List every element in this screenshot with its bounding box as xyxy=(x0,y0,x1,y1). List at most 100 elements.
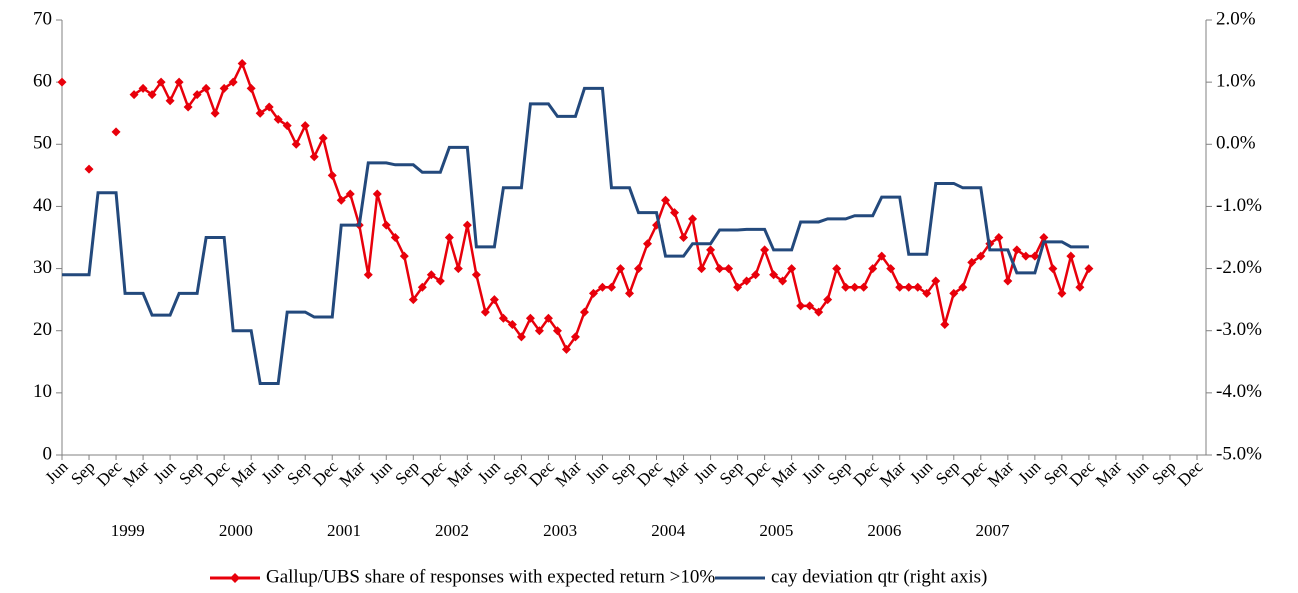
y2-tick-label: 1.0% xyxy=(1216,71,1256,92)
data-point xyxy=(543,313,553,323)
data-point xyxy=(967,257,977,267)
data-point xyxy=(525,313,535,323)
x-tick-label: Sep xyxy=(391,457,422,488)
data-point xyxy=(237,59,247,68)
data-point xyxy=(219,83,229,93)
data-point xyxy=(210,108,220,118)
data-point xyxy=(300,121,310,131)
data-point xyxy=(787,264,797,274)
x-tick-label: Jun xyxy=(906,457,936,487)
year-label: 2005 xyxy=(759,521,793,540)
x-tick-label: Jun xyxy=(150,457,180,487)
data-point xyxy=(363,270,373,280)
data-point xyxy=(399,251,409,261)
y2-tick-label: -5.0% xyxy=(1216,443,1262,464)
y-tick-label: 60 xyxy=(33,71,52,92)
data-point xyxy=(561,344,571,354)
data-point xyxy=(1039,233,1049,242)
data-point xyxy=(57,77,67,87)
data-point xyxy=(1075,282,1085,292)
data-point xyxy=(552,326,562,336)
data-point xyxy=(868,264,878,274)
data-point xyxy=(183,102,193,112)
data-point xyxy=(264,102,274,112)
data-point xyxy=(588,288,598,298)
year-label: 2001 xyxy=(327,521,361,540)
data-point xyxy=(327,170,337,180)
y2-tick-label: -2.0% xyxy=(1216,257,1262,278)
year-label: 2003 xyxy=(543,521,577,540)
data-point xyxy=(994,233,1004,242)
x-tick-label: Mar xyxy=(876,457,910,491)
data-point xyxy=(489,295,499,305)
data-point xyxy=(426,270,436,280)
x-tick-label: Mar xyxy=(119,457,153,491)
y2-tick-label: 2.0% xyxy=(1216,8,1256,29)
data-point xyxy=(733,282,743,292)
data-point xyxy=(859,282,869,292)
data-point xyxy=(156,77,166,87)
data-point xyxy=(435,276,445,286)
data-point xyxy=(742,276,752,286)
data-point xyxy=(1030,251,1040,261)
data-point xyxy=(661,195,671,205)
x-tick-label: Sep xyxy=(608,457,639,488)
x-tick-label: Sep xyxy=(716,457,747,488)
x-tick-label: Dec xyxy=(201,457,234,490)
data-point xyxy=(697,264,707,274)
data-point xyxy=(462,220,472,230)
data-point xyxy=(679,233,689,242)
data-point xyxy=(579,307,589,317)
x-tick-label: Jun xyxy=(258,457,288,487)
data-point xyxy=(192,90,202,100)
data-point xyxy=(471,270,481,280)
data-point xyxy=(877,251,887,261)
data-point xyxy=(228,77,238,87)
x-tick-label: Dec xyxy=(633,457,666,490)
data-point xyxy=(643,239,653,249)
data-point xyxy=(922,288,932,298)
data-point xyxy=(138,83,148,93)
x-tick-label: Mar xyxy=(443,457,477,491)
legend-label: cay deviation qtr (right axis) xyxy=(771,566,987,587)
x-tick-label: Mar xyxy=(768,457,802,491)
data-point xyxy=(1084,264,1094,274)
data-point xyxy=(282,121,292,131)
x-tick-label: Sep xyxy=(824,457,855,488)
data-point xyxy=(940,320,950,329)
data-point xyxy=(814,307,824,317)
data-point xyxy=(1012,245,1022,255)
y-tick-label: 20 xyxy=(33,319,52,340)
x-tick-label: Dec xyxy=(741,457,774,490)
x-tick-label: Mar xyxy=(552,457,586,491)
data-point xyxy=(886,264,896,274)
data-point xyxy=(805,301,815,311)
data-point xyxy=(165,96,175,106)
data-point xyxy=(751,270,761,280)
data-point xyxy=(84,164,94,174)
data-point xyxy=(634,264,644,274)
data-point xyxy=(1066,251,1076,261)
data-point xyxy=(724,264,734,274)
data-point xyxy=(174,77,184,87)
year-label: 2002 xyxy=(435,521,469,540)
data-point xyxy=(904,282,914,292)
year-label: 2004 xyxy=(651,521,686,540)
x-tick-label: Dec xyxy=(525,457,558,490)
x-tick-label: Sep xyxy=(1148,457,1179,488)
x-tick-label: Jun xyxy=(690,457,720,487)
data-point xyxy=(760,245,770,255)
data-point xyxy=(706,245,716,255)
data-point xyxy=(201,83,211,93)
x-tick-label: Sep xyxy=(932,457,963,488)
x-tick-label: Dec xyxy=(1066,457,1099,490)
y2-tick-label: 0.0% xyxy=(1216,133,1256,154)
x-tick-label: Dec xyxy=(1174,457,1207,490)
data-point xyxy=(318,133,328,143)
year-label: 2007 xyxy=(976,521,1011,540)
y-tick-label: 50 xyxy=(33,133,52,154)
year-label: 2006 xyxy=(867,521,901,540)
x-tick-label: Jun xyxy=(798,457,828,487)
x-tick-label: Mar xyxy=(1092,457,1126,491)
